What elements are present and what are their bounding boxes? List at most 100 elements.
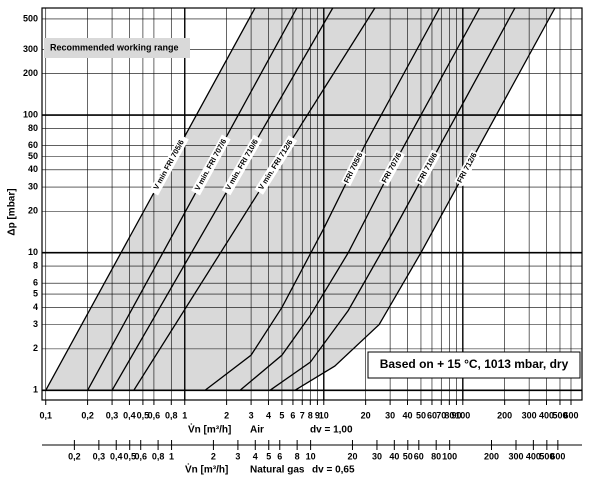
x-tick-label: 5 <box>279 410 284 420</box>
x2-axis-medium: Natural gas <box>250 465 305 476</box>
x-tick-label: 20 <box>361 410 371 420</box>
x2-tick-label: 600 <box>550 451 565 461</box>
x-tick-label: 6 <box>290 410 295 420</box>
x2-tick-label: 8 <box>295 451 300 461</box>
y-tick-label: 300 <box>23 44 38 54</box>
x-tick-label: 10 <box>319 410 329 420</box>
x-tick-label: 0,6 <box>148 410 161 420</box>
y-tick-label: 60 <box>28 140 38 150</box>
x2-tick-label: 0,8 <box>152 451 165 461</box>
range-box <box>44 38 190 58</box>
x2-tick-label: 100 <box>442 451 457 461</box>
x2-tick-label: 500 <box>539 451 554 461</box>
x-tick-label: 600 <box>563 410 578 420</box>
x2-tick-label: 5 <box>266 451 271 461</box>
x2-axis-density: dv = 0,65 <box>312 465 355 476</box>
label-bg <box>191 134 231 196</box>
label-bg <box>254 135 298 195</box>
y-tick-label: 80 <box>28 123 38 133</box>
y-tick-label: 40 <box>28 164 38 174</box>
x2-tick-label: 300 <box>508 451 523 461</box>
x-tick-label: 100 <box>455 410 470 420</box>
x-tick-label: 60 <box>427 410 437 420</box>
x2-tick-label: 400 <box>526 451 541 461</box>
x2-tick-label: 30 <box>372 451 382 461</box>
y-tick-label: 10 <box>28 247 38 257</box>
x-tick-label: 70 <box>436 410 446 420</box>
x-axis-density: dv = 1,00 <box>310 425 353 436</box>
y-tick-label: 30 <box>28 181 38 191</box>
x2-tick-label: 0,3 <box>93 451 106 461</box>
y-tick-label: 20 <box>28 206 38 216</box>
x-tick-label: 200 <box>497 410 512 420</box>
y-tick-label: 500 <box>23 13 38 23</box>
x-tick-label: 9 <box>315 410 320 420</box>
x-tick-label: 8 <box>308 410 313 420</box>
label-bg <box>414 149 441 187</box>
x2-tick-label: 4 <box>253 451 258 461</box>
range-label: Recommended working range <box>50 42 179 52</box>
label-bg <box>378 149 405 187</box>
x2-tick-label: 6 <box>277 451 282 461</box>
x2-tick-label: 3 <box>235 451 240 461</box>
x-tick-label: 4 <box>266 410 271 420</box>
conditions-box <box>367 351 581 379</box>
x-tick-label: 400 <box>539 410 554 420</box>
x2-tick-label: 200 <box>484 451 499 461</box>
x2-tick-label: 60 <box>414 451 424 461</box>
y-axis-label: Δp [mbar] <box>7 188 18 235</box>
y-tick-label: 4 <box>33 302 38 312</box>
series-line <box>111 8 334 391</box>
x2-tick-label: 80 <box>431 451 441 461</box>
y-tick-label: 50 <box>28 151 38 161</box>
label-bg <box>149 134 189 196</box>
y-tick-label: 200 <box>23 68 38 78</box>
x-tick-label: 80 <box>444 410 454 420</box>
x-axis-label: V̇n [m³/h] <box>188 423 231 435</box>
y-tick-label: 2 <box>33 343 38 353</box>
x2-tick-label: 1 <box>169 451 174 461</box>
x-axis-medium: Air <box>250 425 264 436</box>
x-tick-label: 0,3 <box>106 410 119 420</box>
series-line <box>239 8 481 391</box>
label-bg <box>341 149 367 187</box>
x-tick-label: 2 <box>224 410 229 420</box>
label-bg <box>454 149 481 187</box>
x2-tick-label: 0,6 <box>134 451 147 461</box>
series-line <box>87 8 298 391</box>
x2-tick-label: 10 <box>306 451 316 461</box>
x-tick-label: 7 <box>300 410 305 420</box>
grid-layer <box>42 8 582 400</box>
y-tick-label: 8 <box>33 260 38 270</box>
x-tick-label: 1 <box>182 410 187 420</box>
x2-tick-label: 0,5 <box>123 451 136 461</box>
conditions: Based on + 15 °C, 1013 mbar, dry <box>380 357 569 371</box>
x-tick-label: 30 <box>385 410 395 420</box>
x2-tick-label: 0,2 <box>68 451 81 461</box>
x-tick-label: 0,1 <box>39 410 52 420</box>
series-line <box>45 8 256 391</box>
line-layer <box>45 8 556 391</box>
series-line <box>269 8 516 391</box>
x-tick-label: 0,4 <box>123 410 136 420</box>
x-tick-label: 300 <box>522 410 537 420</box>
x-tick-label: 500 <box>552 410 567 420</box>
y-tick-label: 1 <box>33 385 38 395</box>
y-tick-label: 3 <box>33 319 38 329</box>
x2-tick-label: 2 <box>211 451 216 461</box>
plot-frame <box>41 7 583 401</box>
series-line <box>294 8 556 391</box>
x-tick-label: 90 <box>451 410 461 420</box>
y-tick-label: 5 <box>33 288 38 298</box>
series-line <box>204 8 441 391</box>
x-tick-label: 0,8 <box>165 410 178 420</box>
x2-tick-label: 50 <box>403 451 413 461</box>
x-tick-label: 40 <box>402 410 412 420</box>
series-line <box>133 8 376 391</box>
y-tick-label: 100 <box>23 109 38 119</box>
x2-axis-label: V̇n [m³/h] <box>185 463 228 475</box>
x-tick-label: 50 <box>416 410 426 420</box>
x2-tick-label: 0,4 <box>110 451 123 461</box>
y-tick-label: 6 <box>33 278 38 288</box>
